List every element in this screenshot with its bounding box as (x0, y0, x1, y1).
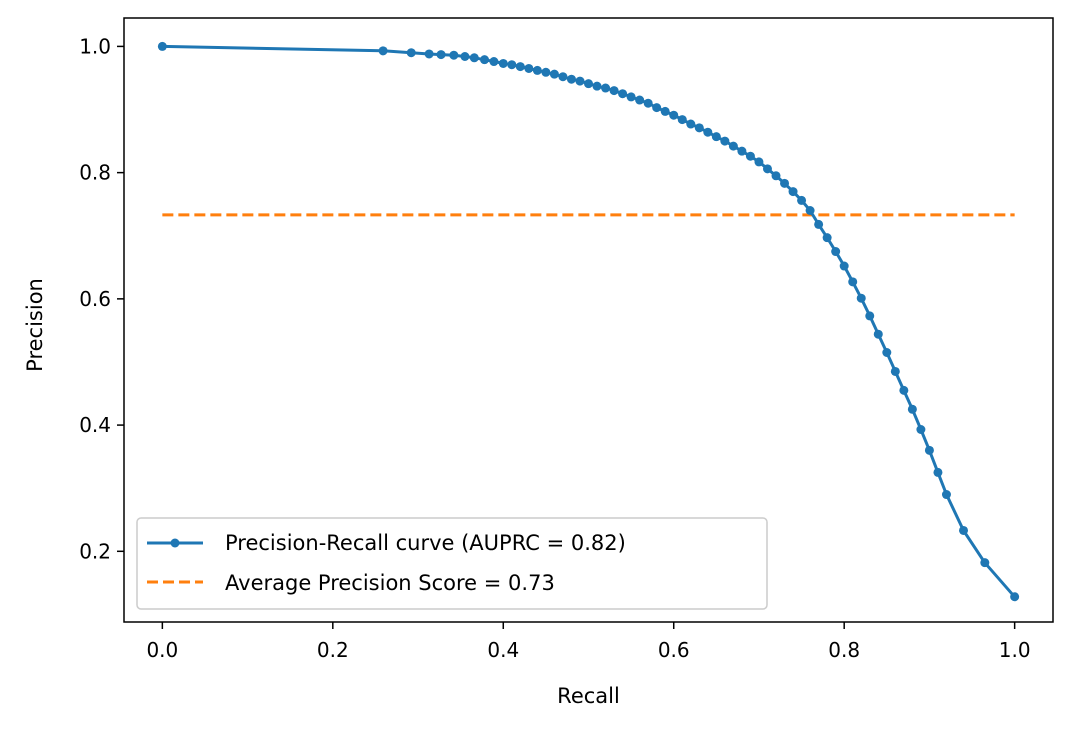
pr-curve-point (532, 65, 542, 75)
pr-curve-point (933, 467, 943, 477)
y-tick-label: 1.0 (79, 34, 111, 58)
pr-curve-point (592, 81, 602, 91)
pr-curve-point (449, 50, 459, 60)
pr-curve-point (469, 53, 479, 63)
y-axis-label: Precision (23, 278, 47, 372)
pr-curve-point (899, 385, 909, 395)
pr-curve-point (754, 157, 764, 167)
pr-curve-point (424, 49, 434, 59)
pr-curve-point (848, 277, 858, 287)
pr-curve-point (907, 404, 917, 414)
pr-curve-point (436, 50, 446, 60)
pr-curve-point (805, 205, 815, 215)
pr-curve-point (635, 95, 645, 105)
pr-curve-point (839, 261, 849, 271)
pr-curve-point (814, 219, 824, 229)
pr-curve-point (378, 46, 388, 56)
pr-curve-point (515, 62, 525, 72)
x-tick-label: 0.6 (658, 638, 690, 662)
x-axis-ticks: 0.0 0.2 0.4 0.6 0.8 1.0 (146, 622, 1031, 662)
pr-curve-point (711, 132, 721, 142)
pr-curve-point (460, 51, 470, 61)
pr-curve-point (489, 57, 499, 67)
pr-curve-point (618, 89, 628, 99)
pr-curve-point (780, 178, 790, 188)
x-axis-label: Recall (557, 684, 620, 708)
pr-curve-point (890, 366, 900, 376)
legend-marker-pr-curve (170, 538, 180, 548)
pr-curve-point (941, 490, 951, 500)
pr-curve-point (406, 48, 416, 58)
pr-curve-point (643, 98, 653, 108)
pr-curve-point (873, 329, 883, 339)
pr-curve-point (507, 60, 517, 70)
y-axis-ticks: 0.2 0.4 0.6 0.8 1.0 (79, 34, 124, 563)
pr-curve-point (549, 69, 559, 79)
pr-curve-point (745, 151, 755, 161)
y-tick-label: 0.6 (79, 287, 111, 311)
pr-curve-point (694, 123, 704, 133)
pr-curve-point (541, 67, 551, 77)
legend-label-pr-curve: Precision-Recall curve (AUPRC = 0.82) (225, 531, 626, 555)
pr-curve-point (660, 106, 670, 116)
pr-curve-point (584, 79, 593, 89)
y-tick-label: 0.4 (79, 413, 111, 437)
y-tick-label: 0.8 (79, 161, 111, 185)
pr-curve-point (601, 83, 611, 93)
pr-curve-point (865, 311, 875, 321)
pr-curve-point (558, 72, 568, 82)
pr-curve-point (771, 171, 781, 181)
pr-curve-point (959, 525, 969, 535)
pr-curve-point (762, 164, 772, 174)
pr-curve-point (980, 558, 990, 568)
legend: Precision-Recall curve (AUPRC = 0.82) Av… (136, 517, 768, 610)
pr-curve-point (916, 425, 926, 435)
pr-curve-point (669, 110, 679, 120)
pr-curve-point (703, 127, 713, 137)
y-tick-label: 0.2 (79, 539, 111, 563)
pr-curve-point (480, 55, 490, 65)
pr-curve-point (728, 141, 738, 151)
pr-curve-point (822, 233, 832, 243)
series-layer (157, 41, 1020, 602)
pr-curve-point (788, 187, 798, 197)
plot-frame (123, 17, 1054, 623)
pr-curve-point (498, 58, 508, 68)
x-tick-label: 1.0 (999, 638, 1031, 662)
pr-curve-point (626, 92, 636, 102)
pr-curve-point (609, 86, 619, 96)
pr-curve-point (882, 348, 892, 358)
pr-curve-point (737, 146, 747, 156)
pr-curve-point (1010, 592, 1020, 602)
pr-curve-point (797, 195, 807, 205)
pr-curve-point (856, 293, 866, 303)
x-tick-label: 0.2 (317, 638, 349, 662)
legend-label-avg-precision: Average Precision Score = 0.73 (225, 571, 555, 595)
pr-curve-point (524, 63, 534, 73)
pr-curve-point (566, 74, 576, 84)
pr-curve-point (677, 115, 687, 125)
pr-curve-point (652, 103, 662, 113)
legend-box (136, 517, 768, 610)
pr-curve-point (831, 247, 841, 257)
x-tick-label: 0.8 (828, 638, 860, 662)
pr-curve-point (157, 41, 167, 51)
pr-curve-point (720, 136, 730, 146)
pr-curve-point (575, 76, 585, 86)
pr-curve-point (686, 119, 696, 129)
x-tick-label: 0.0 (146, 638, 178, 662)
x-tick-label: 0.4 (487, 638, 519, 662)
pr-curve-point (924, 445, 934, 455)
